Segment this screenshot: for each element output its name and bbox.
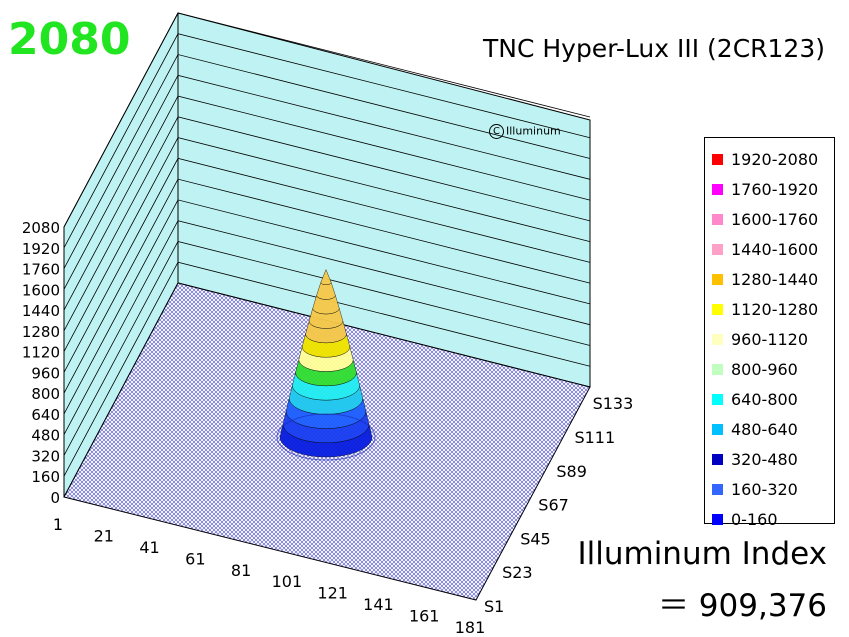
legend-label: 640-800 <box>731 389 798 409</box>
legend-swatch <box>712 393 723 405</box>
cone-band <box>320 269 332 285</box>
watermark: C Illuminum <box>489 124 561 139</box>
legend-swatch <box>712 273 723 285</box>
y-axis: S1 S23 S45 S67 S89 S111 S133 <box>484 394 633 616</box>
legend-swatch <box>712 243 723 255</box>
z-axis: 0 160 320 480 640 800 960 1120 1280 1440 1600 1760 1… <box>22 219 60 507</box>
legend-label: 1600-1760 <box>731 209 819 229</box>
legend-label: 1280-1440 <box>731 269 819 289</box>
legend-item: 640-800 <box>705 384 834 414</box>
legend-label: 480-640 <box>731 419 798 439</box>
legend-swatch <box>712 213 723 225</box>
x-tick-label: 81 <box>231 561 251 580</box>
wall-gridline <box>63 261 591 477</box>
legend-swatch <box>712 483 723 495</box>
z-tick-label: 640 <box>31 406 60 424</box>
legend-item: 320-480 <box>705 444 834 474</box>
legend-label: 1760-1920 <box>731 179 819 199</box>
legend-item: 160-320 <box>705 474 834 504</box>
chart-title: TNC Hyper-Lux III (2CR123) <box>482 34 825 63</box>
x-tick-label: 41 <box>139 538 159 557</box>
wall-gridline <box>63 74 591 290</box>
legend-label: 800-960 <box>731 359 798 379</box>
legend-swatch <box>712 513 723 525</box>
y-tick-label: S133 <box>593 394 634 413</box>
x-tick-label: 1 <box>53 515 63 534</box>
legend-swatch <box>712 303 723 315</box>
legend-swatch <box>712 453 723 465</box>
legend-item: 1760-1920 <box>705 174 834 204</box>
x-tick-label: 141 <box>363 595 394 614</box>
y-tick-label: S89 <box>556 462 587 481</box>
legend-item: 1440-1600 <box>705 234 834 264</box>
z-tick-label: 480 <box>31 427 60 445</box>
z-tick-label: 960 <box>31 364 60 382</box>
y-tick-label: S45 <box>520 529 551 548</box>
legend-item: 800-960 <box>705 354 834 384</box>
y-tick-label: S1 <box>484 597 504 616</box>
z-tick-label: 1440 <box>22 302 60 320</box>
z-tick-label: 1600 <box>22 281 60 299</box>
legend-swatch <box>712 183 723 195</box>
legend-item: 1280-1440 <box>705 264 834 294</box>
z-tick-label: 2080 <box>22 219 60 237</box>
wall-gridline <box>63 33 591 248</box>
y-tick-label: S111 <box>574 428 615 447</box>
index-value: ＝ 909,376 <box>657 588 827 624</box>
legend-label: 1120-1280 <box>731 299 819 319</box>
z-tick-label: 1120 <box>22 344 60 362</box>
light-cone <box>276 269 376 461</box>
wall-gridline <box>63 220 591 435</box>
wall-gridline <box>63 95 591 311</box>
x-tick-label: 101 <box>272 572 303 591</box>
legend-label: 320-480 <box>731 449 798 469</box>
wall-gridline <box>63 199 591 415</box>
y-tick-label: S23 <box>502 563 533 582</box>
wall-gridline <box>63 116 591 332</box>
copyright-icon: C <box>489 124 504 139</box>
z-tick-label: 0 <box>50 489 60 507</box>
z-tick-label: 1760 <box>22 261 60 279</box>
wall-gridline <box>63 12 591 228</box>
legend-label: 960-1120 <box>731 329 809 349</box>
x-tick-label: 21 <box>94 526 114 545</box>
index-label: Illuminum Index <box>577 536 827 572</box>
legend-item: 0-160 <box>705 504 834 534</box>
legend-item: 960-1120 <box>705 324 834 354</box>
cone-base <box>276 413 376 461</box>
legend: 1920-2080 1760-1920 1600-1760 1440-1600 1280… <box>704 137 835 529</box>
legend-item: 1600-1760 <box>705 204 834 234</box>
legend-swatch <box>712 333 723 345</box>
wall-gridline <box>63 54 591 269</box>
wall-gridline <box>63 240 591 456</box>
legend-label: 1440-1600 <box>731 239 819 259</box>
legend-label: 0-160 <box>731 509 778 529</box>
x-tick-label: 121 <box>317 584 348 603</box>
z-tick-label: 800 <box>31 385 60 403</box>
z-tick-label: 1280 <box>22 323 60 341</box>
legend-swatch <box>712 423 723 435</box>
x-tick-label: 161 <box>409 607 440 626</box>
legend-swatch <box>712 153 723 165</box>
legend-swatch <box>712 363 723 375</box>
z-tick-label: 320 <box>31 447 60 465</box>
wall-gridline <box>63 137 591 352</box>
y-tick-label: S67 <box>538 496 569 515</box>
wall-gridline <box>63 178 591 394</box>
wall-gridlines <box>63 12 591 477</box>
z-tick-label: 1920 <box>22 240 60 258</box>
x-tick-label: 61 <box>185 549 205 568</box>
legend-item: 1120-1280 <box>705 294 834 324</box>
z-tick-label: 160 <box>31 468 60 486</box>
legend-item: 1920-2080 <box>705 144 834 174</box>
legend-item: 480-640 <box>705 414 834 444</box>
legend-label: 160-320 <box>731 479 798 499</box>
peak-value: 2080 <box>8 14 131 65</box>
x-tick-label: 181 <box>455 618 486 637</box>
wall-gridline <box>63 157 591 373</box>
watermark-text: Illuminum <box>506 124 561 138</box>
legend-label: 1920-2080 <box>731 149 819 169</box>
